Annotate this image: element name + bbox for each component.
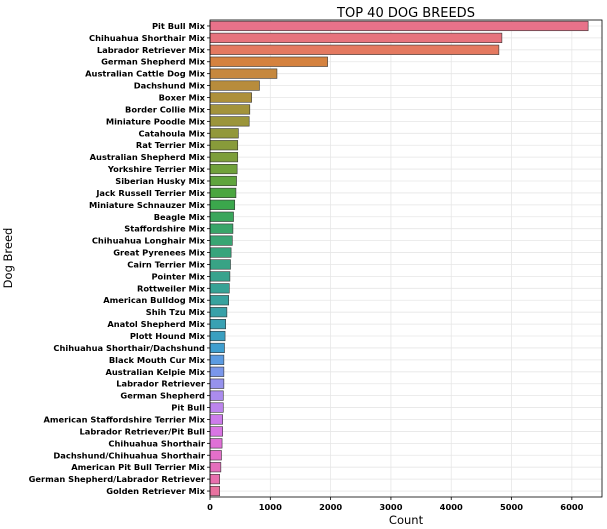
bar [209, 152, 239, 163]
y-tick-label: Australian Cattle Dog Mix [85, 69, 205, 79]
bar [209, 175, 237, 187]
y-tick-label: Great Pyrenees Mix [113, 248, 205, 258]
x-tick-label: 6000 [560, 502, 583, 512]
bar [209, 128, 239, 139]
bar [209, 44, 500, 55]
y-tick-label: Pit Bull [171, 403, 205, 413]
y-tick-label: Jack Russell Terrier Mix [95, 188, 205, 198]
y-tick-label: Beagle Mix [154, 212, 206, 222]
y-tick-label: Staffordshire Mix [124, 224, 205, 234]
y-tick-label: Border Collie Mix [125, 104, 206, 114]
y-tick-label: Yorkshire Terrier Mix [107, 164, 206, 174]
y-tick-label: Pointer Mix [151, 271, 205, 281]
y-tick-label: Anatol Shepherd Mix [107, 319, 205, 329]
y-tick-labels: Pit Bull Mix Chihuahua Shorthair Mix Labra… [29, 21, 210, 496]
bar [209, 163, 238, 175]
chart-title: TOP 40 DOG BREEDS [336, 6, 475, 21]
bar [209, 402, 224, 413]
x-tick-label: 0 [207, 502, 213, 512]
bar [209, 56, 328, 67]
y-tick-label: Cairn Terrier Mix [127, 259, 205, 269]
y-tick-label: Black Mouth Cur Mix [109, 355, 206, 365]
y-tick-label: German Shepherd/Labrador Retriever [29, 474, 206, 484]
bar [209, 223, 234, 234]
bar [209, 485, 220, 497]
bar [209, 426, 223, 437]
bar [209, 319, 226, 330]
y-tick-label: Plott Hound Mix [130, 331, 206, 341]
y-tick-label: Chihuahua Shorthair Mix [89, 33, 206, 43]
bar [209, 235, 233, 246]
y-tick-label: Dachshund/Chihuahua Shorthair [53, 450, 205, 460]
bar [209, 271, 231, 282]
y-tick-label: American Bulldog Mix [103, 295, 205, 305]
y-tick-label: Australian Shepherd Mix [90, 152, 206, 162]
bar [209, 390, 224, 401]
bar [209, 20, 589, 32]
bar [209, 438, 223, 449]
y-tick-label: German Shepherd [120, 391, 205, 401]
y-tick-label: Rat Terrier Mix [136, 140, 206, 150]
x-tick-label: 5000 [500, 502, 523, 512]
bar [209, 104, 251, 115]
plot-frame [209, 19, 603, 498]
y-tick-label: Labrador Retriever [116, 379, 206, 389]
bar [209, 68, 278, 79]
bar [209, 450, 222, 461]
y-tick-label: American Staffordshire Terrier Mix [43, 414, 205, 424]
y-tick-label: Catahoula Mix [138, 128, 205, 138]
y-tick-label: Golden Retriever Mix [106, 486, 205, 496]
x-axis-label: Count [389, 513, 424, 527]
bar [209, 307, 228, 318]
y-tick-label: Miniature Schnauzer Mix [89, 200, 206, 210]
y-tick-label: Labrador Retriever/Pit Bull [79, 426, 205, 436]
bar [209, 92, 252, 103]
bar [209, 199, 236, 210]
bar [209, 414, 223, 425]
y-tick-label: Chihuahua Shorthair/Dachshund [53, 343, 205, 353]
x-tick-label: 4000 [440, 502, 463, 512]
bar [209, 462, 222, 473]
bar [209, 187, 237, 198]
x-tick-labels: 0 1000 2000 3000 4000 5000 6000 [207, 497, 584, 512]
bars-layer [209, 20, 589, 497]
y-tick-label: Miniature Poodle Mix [106, 116, 206, 126]
y-tick-label: Dachshund Mix [134, 81, 206, 91]
bar [209, 354, 225, 365]
x-tick-label: 2000 [319, 502, 342, 512]
y-tick-label: Boxer Mix [159, 93, 206, 103]
y-axis-label: Dog Breed [1, 228, 15, 289]
y-tick-label: Chihuahua Longhair Mix [92, 236, 206, 246]
bar [209, 140, 239, 151]
y-tick-label: Chihuahua Shorthair [108, 438, 206, 448]
bar [209, 283, 230, 294]
y-tick-label: German Shepherd Mix [101, 57, 206, 67]
y-tick-label: Shih Tzu Mix [146, 307, 206, 317]
bar [209, 342, 225, 354]
bar [209, 259, 231, 270]
y-tick-label: Australian Kelpie Mix [105, 367, 205, 377]
bar [209, 295, 229, 306]
bar [209, 366, 225, 377]
bar [209, 211, 234, 222]
bar [209, 330, 226, 342]
x-tick-label: 1000 [259, 502, 282, 512]
y-tick-label: Siberian Husky Mix [115, 176, 205, 186]
bar [209, 80, 260, 91]
bar [209, 32, 503, 43]
x-tick-label: 3000 [379, 502, 402, 512]
y-tick-label: American Pit Bull Terrier Mix [71, 462, 205, 472]
y-tick-label: Pit Bull Mix [152, 21, 206, 31]
bar [209, 378, 225, 389]
grid-layer [209, 20, 602, 497]
bar [209, 474, 220, 485]
bar [209, 116, 250, 127]
bar [209, 247, 232, 258]
y-tick-label: Labrador Retriever Mix [97, 45, 206, 55]
y-tick-label: Rottweiler Mix [137, 283, 206, 293]
